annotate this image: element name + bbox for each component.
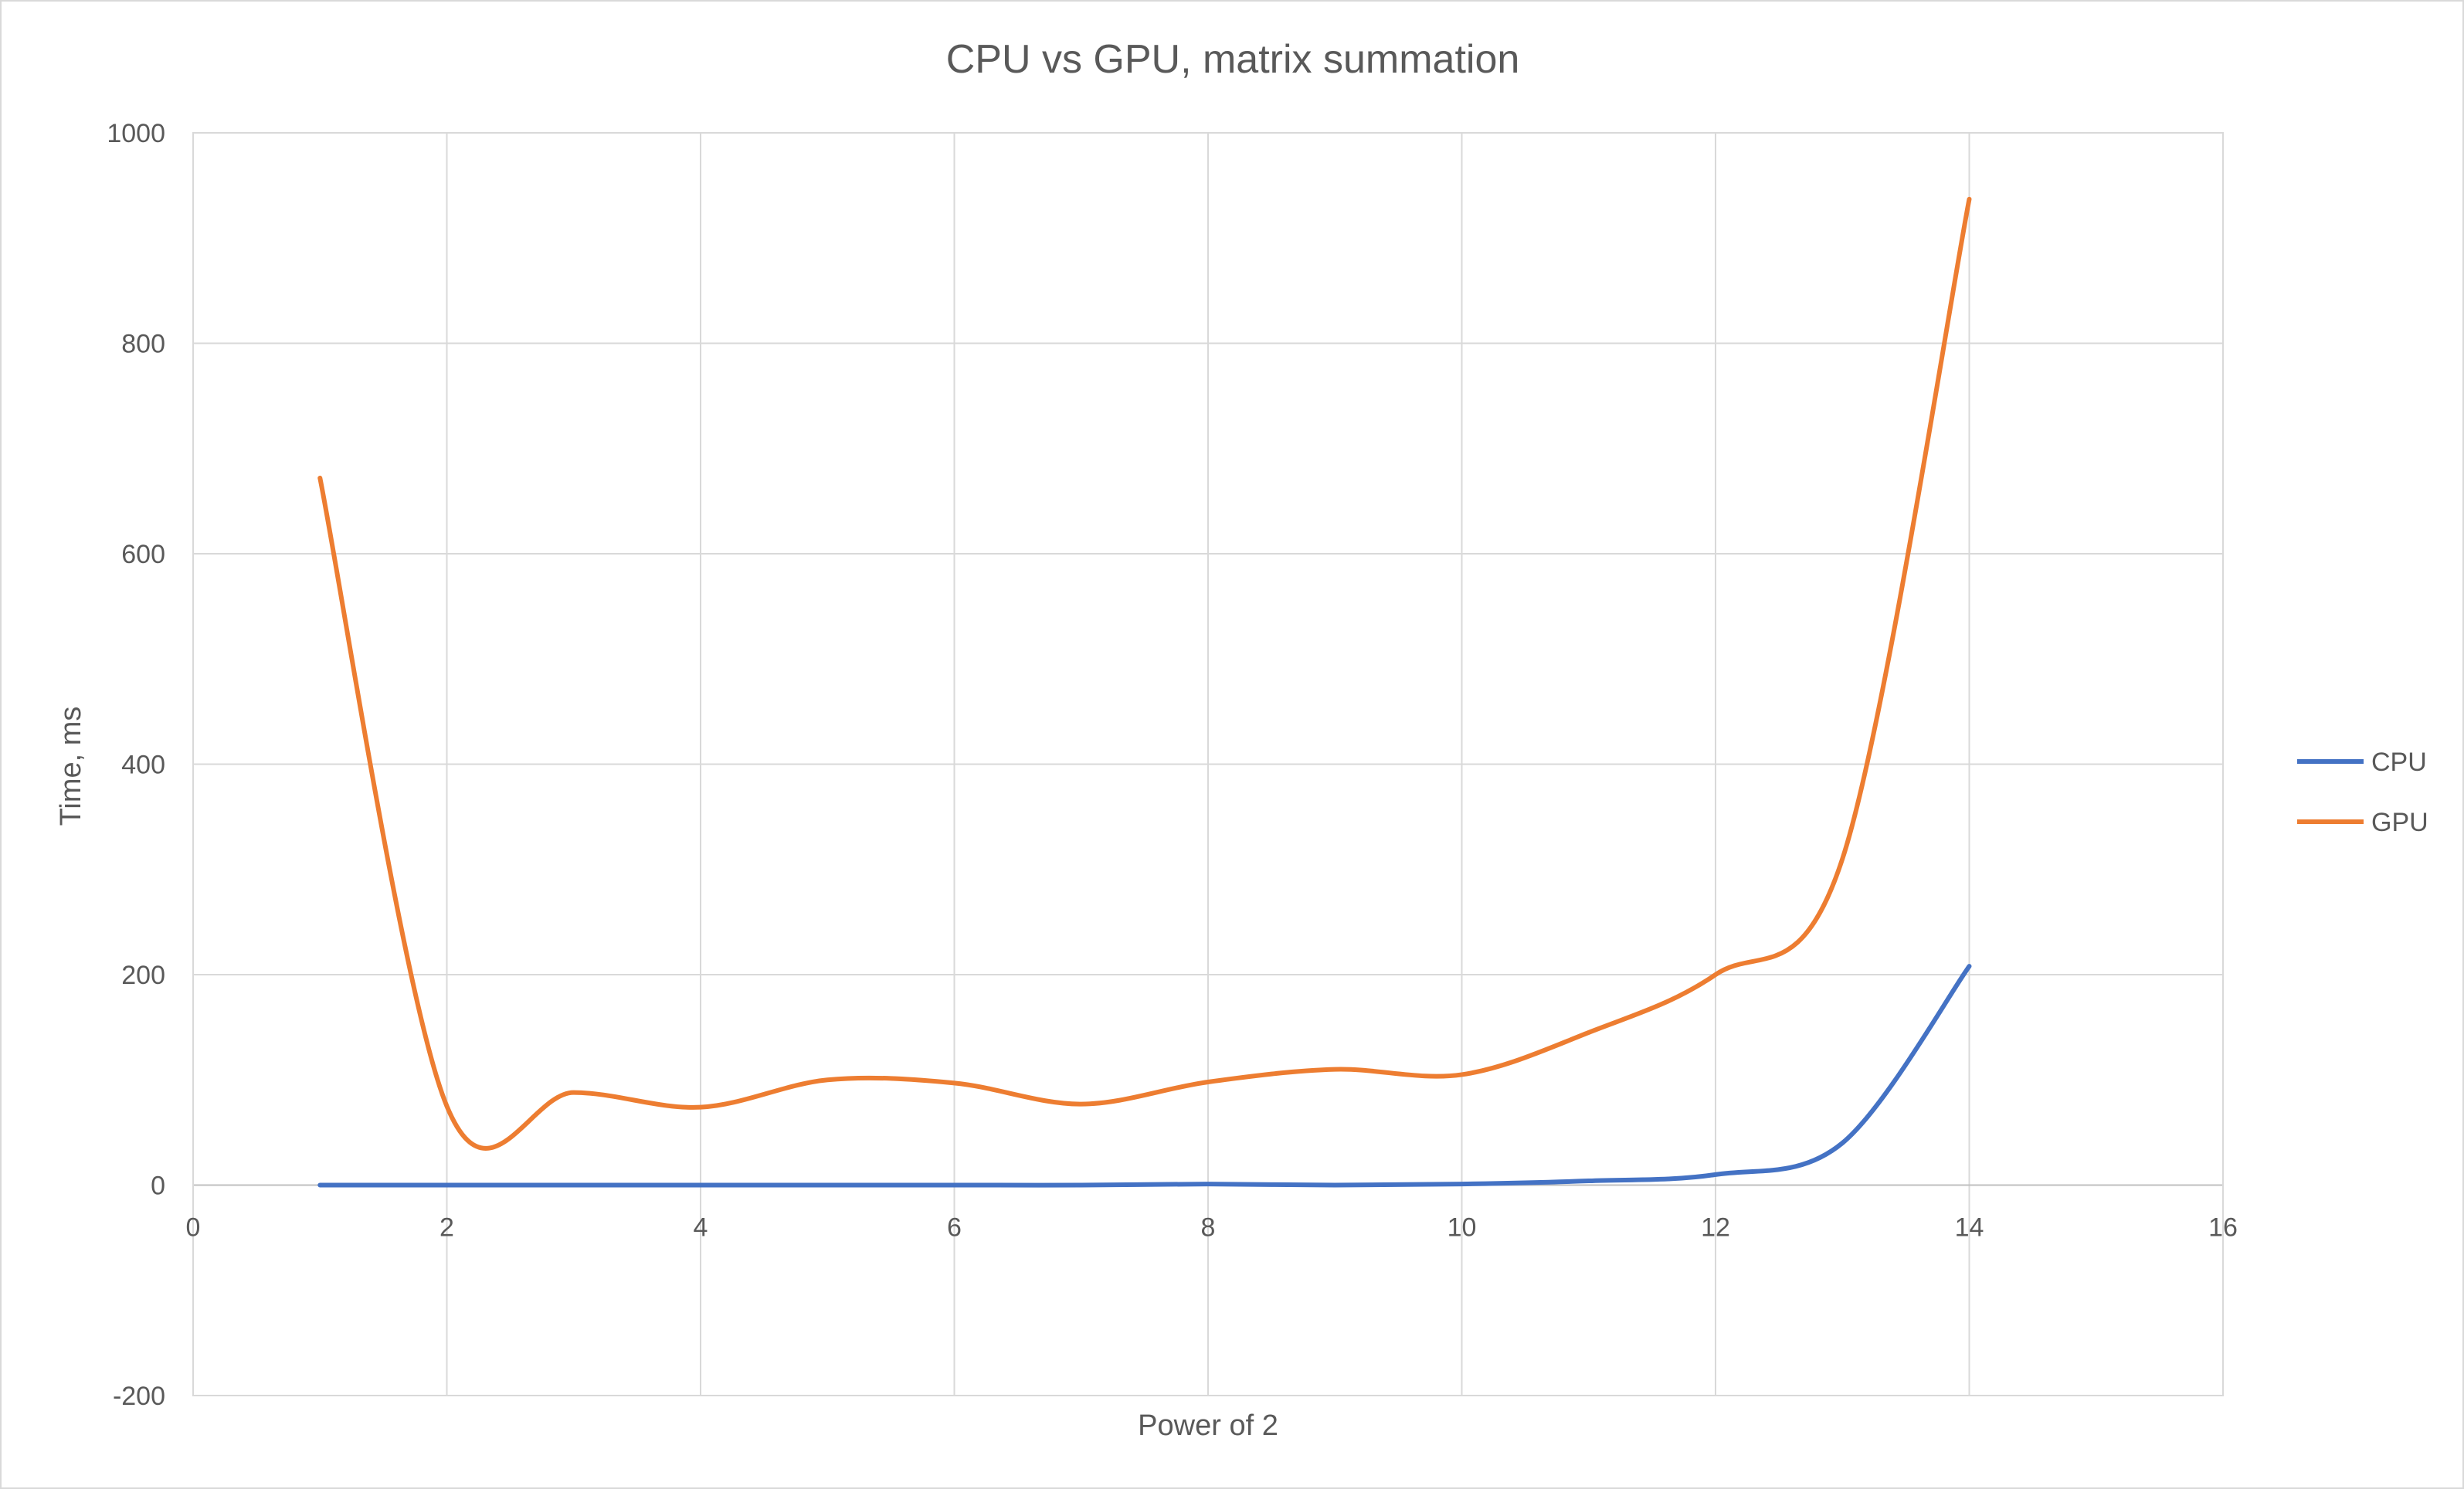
legend: CPU GPU	[2297, 748, 2428, 837]
y-tick-label: 600	[121, 540, 165, 569]
axes: 0 2 4 6 8 10 12 14 16 -200 0 200 400 600 800 1000	[107, 119, 2238, 1411]
x-tick-label: 8	[1201, 1213, 1216, 1243]
x-tick-label: 12	[1701, 1213, 1730, 1243]
x-tick-label: 2	[440, 1213, 454, 1243]
y-tick-label: 800	[121, 330, 165, 359]
series-lines	[317, 196, 1972, 1188]
x-tick-label: 14	[1955, 1213, 1984, 1243]
gpu-series-line	[317, 196, 1972, 1151]
x-axis-title: Power of 2	[1138, 1409, 1278, 1442]
y-tick-label: 200	[121, 961, 165, 990]
y-axis-title: Time, ms	[55, 707, 87, 826]
x-tick-label: 0	[186, 1213, 201, 1243]
x-tick-label: 4	[694, 1213, 708, 1243]
y-tick-label: 0	[151, 1172, 165, 1201]
chart-title: CPU vs GPU, matrix summation	[946, 37, 1520, 82]
cpu-series-line	[317, 964, 1972, 1188]
y-tick-label: 1000	[107, 119, 165, 148]
x-tick-label: 6	[947, 1213, 962, 1243]
gridlines	[192, 132, 2224, 1396]
x-tick-label: 10	[1448, 1213, 1477, 1243]
y-tick-label: -200	[113, 1382, 165, 1411]
x-tick-label: 16	[2208, 1213, 2238, 1243]
gpu-legend-label: GPU	[2371, 808, 2428, 837]
y-tick-label: 400	[121, 751, 165, 780]
cpu-legend-label: CPU	[2371, 748, 2427, 777]
plot-area-border	[192, 132, 2224, 1396]
